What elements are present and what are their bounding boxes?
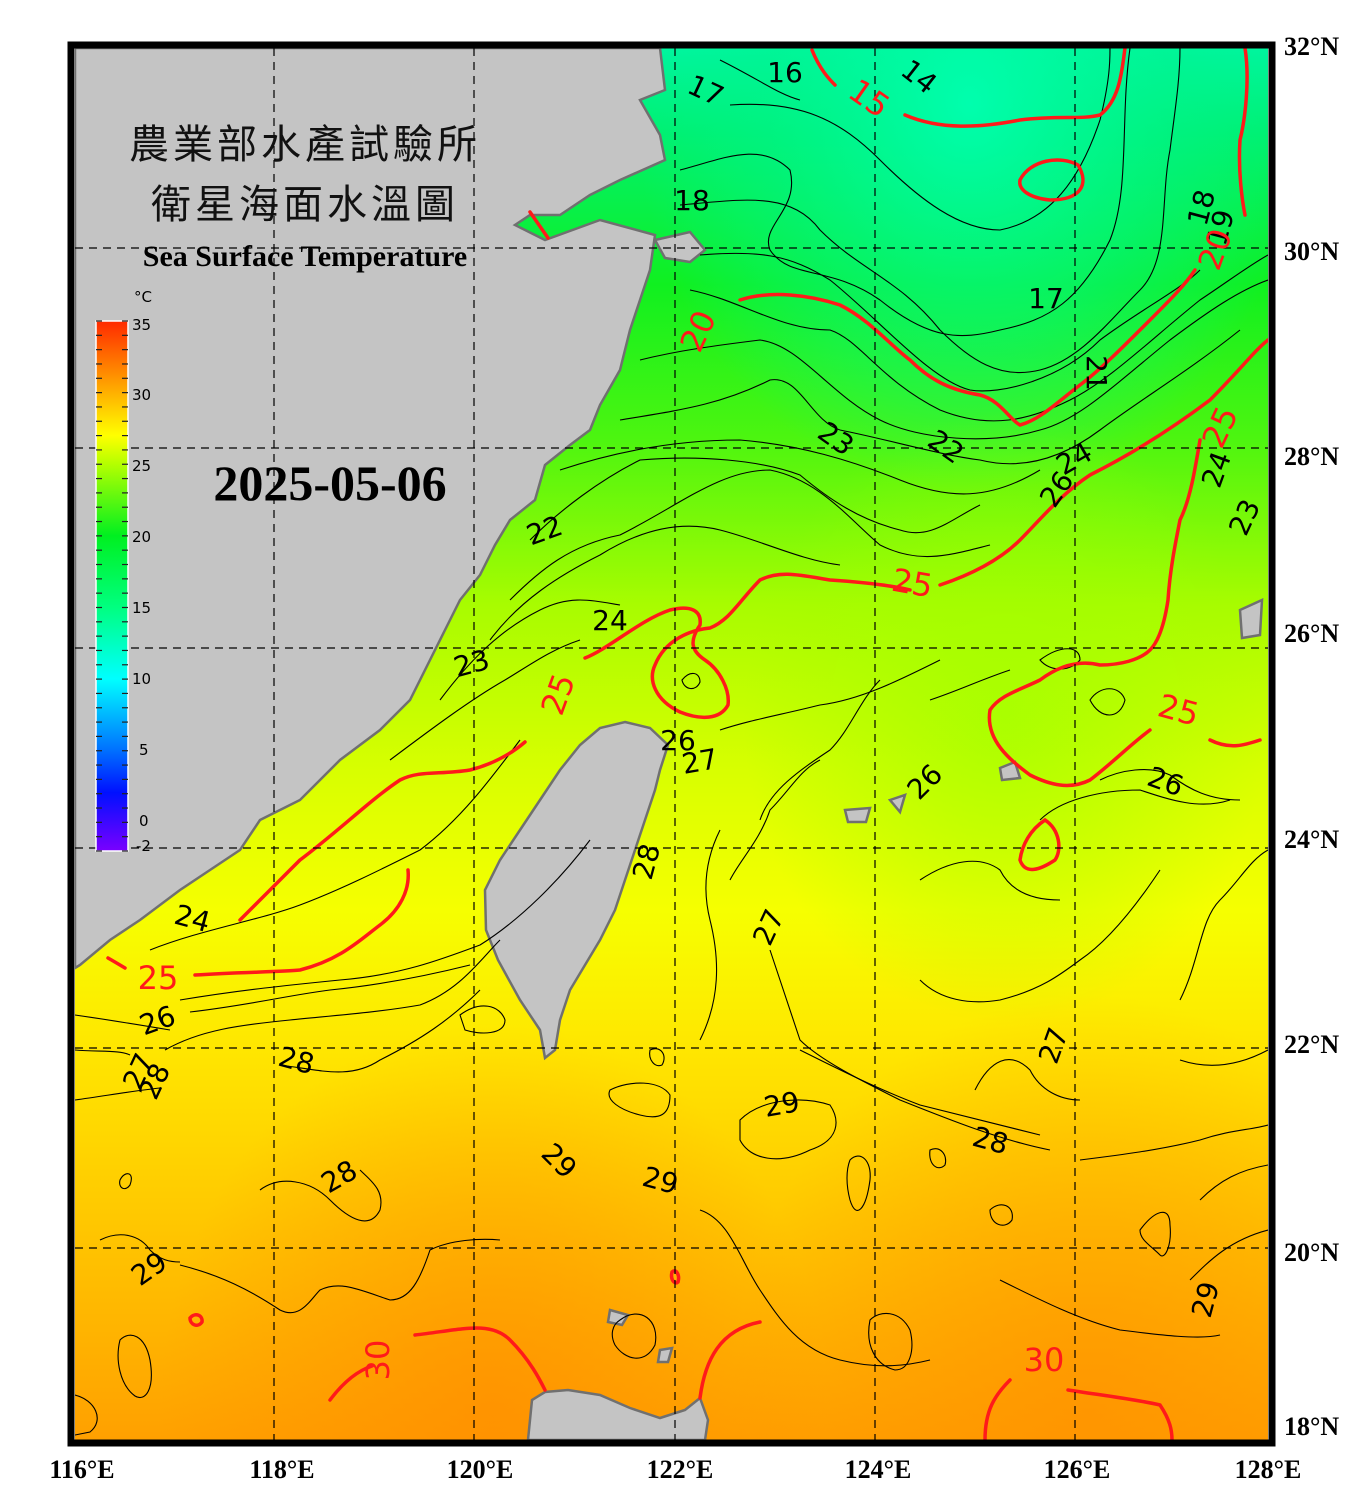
major-isotherms bbox=[106, 48, 1268, 1440]
colorbar-label-10: 10 bbox=[132, 670, 151, 688]
lon-label-116: 116°E bbox=[49, 1455, 114, 1484]
lon-label-120: 120°E bbox=[447, 1455, 514, 1484]
lat-label-26: 26°N bbox=[1284, 619, 1339, 648]
lat-label-30: 30°N bbox=[1284, 237, 1339, 266]
lon-label-118: 118°E bbox=[249, 1455, 314, 1484]
colorbar-label-25: 25 bbox=[132, 457, 151, 475]
contour-label: 21 bbox=[1080, 355, 1113, 391]
lat-label-28: 28°N bbox=[1284, 442, 1339, 471]
contour-label: 25 bbox=[889, 561, 936, 605]
map-frame bbox=[67, 41, 1276, 1447]
luzon-island bbox=[526, 1388, 710, 1440]
contour-label: 27 bbox=[679, 742, 720, 781]
mainland-china-land bbox=[75, 48, 667, 970]
map-date: 2025-05-06 bbox=[213, 455, 446, 511]
lat-label-32: 32°N bbox=[1284, 32, 1339, 61]
colorbar-label-15: 15 bbox=[132, 599, 151, 617]
lon-label-128: 128°E bbox=[1235, 1455, 1302, 1484]
taiwan-island bbox=[483, 720, 670, 1061]
lat-label-24: 24°N bbox=[1284, 825, 1339, 854]
colorbar-label-minus2: -2 bbox=[136, 837, 151, 855]
lat-label-20: 20°N bbox=[1284, 1238, 1339, 1267]
colorbar-label-20: 20 bbox=[132, 528, 151, 546]
colorbar-ticks bbox=[96, 320, 128, 852]
isotherms bbox=[75, 48, 1268, 1436]
title-map-name-en: Sea Surface Temperature bbox=[143, 240, 467, 273]
lat-label-22: 22°N bbox=[1284, 1030, 1339, 1059]
title-map-name-cn: 衛星海面水溫圖 bbox=[151, 182, 459, 228]
contour-label: 30 bbox=[1024, 1341, 1065, 1379]
contour-label: 25 bbox=[138, 959, 179, 997]
small-islands bbox=[606, 230, 1264, 1364]
longitude-axis-labels: 116°E 118°E 120°E 122°E 124°E 126°E 128°… bbox=[49, 1455, 1301, 1484]
contour-label: 16 bbox=[767, 56, 803, 89]
latitude-axis-labels: 32°N 30°N 28°N 26°N 24°N 22°N 20°N 18°N bbox=[1284, 32, 1339, 1441]
contour-label: 18 bbox=[674, 184, 710, 217]
colorbar-label-5: 5 bbox=[139, 741, 149, 759]
colorbar-label-35: 35 bbox=[132, 316, 151, 334]
lon-label-126: 126°E bbox=[1044, 1455, 1111, 1484]
lon-label-124: 124°E bbox=[845, 1455, 912, 1484]
colorbar-label-0: 0 bbox=[139, 812, 149, 830]
title-agency: 農業部水產試驗所 bbox=[129, 122, 481, 168]
colorbar-unit: °C bbox=[134, 288, 152, 306]
temperature-colorbar: °C 35 30 25 20 15 10 5 0 -2 bbox=[95, 288, 152, 855]
contour-label: 26 bbox=[660, 724, 696, 757]
lat-label-18: 18°N bbox=[1284, 1412, 1339, 1441]
lon-label-122: 122°E bbox=[647, 1455, 714, 1484]
colorbar-label-30: 30 bbox=[132, 386, 151, 404]
contour-label: 30 bbox=[359, 1340, 397, 1381]
contour-label: 17 bbox=[1028, 282, 1064, 315]
graticule bbox=[75, 48, 1268, 1440]
contour-label: 29 bbox=[761, 1085, 802, 1124]
contour-label: 24 bbox=[592, 604, 628, 637]
